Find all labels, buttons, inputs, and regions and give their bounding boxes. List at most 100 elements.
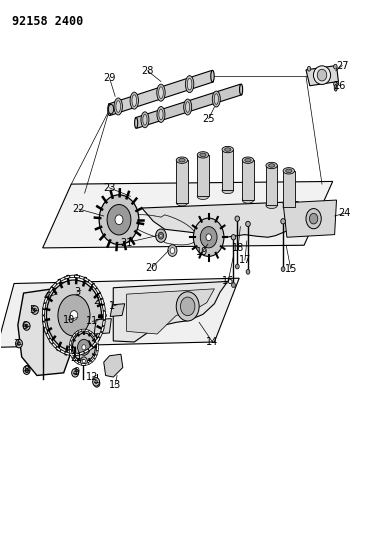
Ellipse shape [236,264,239,269]
Ellipse shape [170,248,175,254]
Ellipse shape [212,91,220,107]
Ellipse shape [193,218,224,256]
Text: 3: 3 [74,287,80,297]
Ellipse shape [176,157,188,164]
Polygon shape [108,70,213,115]
Ellipse shape [82,345,86,350]
Ellipse shape [74,371,77,375]
Ellipse shape [214,94,218,104]
Polygon shape [135,84,242,128]
Ellipse shape [185,76,194,93]
Ellipse shape [72,333,95,362]
Ellipse shape [95,380,97,384]
Polygon shape [197,155,209,196]
Polygon shape [142,201,298,237]
Polygon shape [94,319,111,334]
Ellipse shape [334,64,337,69]
Text: 25: 25 [203,114,215,124]
Polygon shape [176,160,188,203]
Polygon shape [18,288,83,375]
Text: 21: 21 [70,353,82,363]
Ellipse shape [309,213,318,224]
Ellipse shape [115,215,123,224]
Ellipse shape [224,148,231,151]
Ellipse shape [180,297,195,316]
Ellipse shape [313,66,331,84]
Ellipse shape [283,204,295,210]
Text: 8: 8 [24,365,30,375]
Text: 14: 14 [206,337,219,347]
Ellipse shape [141,112,149,128]
Ellipse shape [160,234,162,237]
Ellipse shape [107,205,131,235]
Ellipse shape [317,69,327,81]
Ellipse shape [281,266,285,271]
Text: 9: 9 [73,367,79,377]
Text: 92158 2400: 92158 2400 [12,14,83,28]
Ellipse shape [82,359,85,363]
Ellipse shape [134,118,138,128]
Ellipse shape [211,70,214,82]
Polygon shape [222,150,234,190]
Ellipse shape [179,158,185,162]
Text: 15: 15 [285,264,297,273]
Ellipse shape [130,92,139,109]
Ellipse shape [108,104,111,116]
Text: 2: 2 [94,296,100,306]
Ellipse shape [184,99,192,115]
Ellipse shape [23,366,30,374]
Ellipse shape [157,84,165,101]
Ellipse shape [306,208,321,229]
Text: 29: 29 [103,73,116,83]
Polygon shape [0,278,239,348]
Ellipse shape [281,219,285,224]
Polygon shape [283,171,295,207]
Ellipse shape [116,101,121,112]
Ellipse shape [143,115,147,125]
Polygon shape [266,165,277,205]
Polygon shape [104,354,123,377]
Ellipse shape [23,322,30,330]
Ellipse shape [242,157,254,164]
Ellipse shape [187,78,192,90]
Ellipse shape [232,282,236,287]
Ellipse shape [18,342,20,345]
Ellipse shape [158,232,164,239]
Ellipse shape [32,306,38,314]
Polygon shape [242,160,254,200]
Ellipse shape [186,102,190,112]
Ellipse shape [132,95,137,107]
Text: 23: 23 [103,183,116,193]
Text: 6: 6 [21,321,28,331]
Ellipse shape [16,340,23,348]
Text: 26: 26 [333,81,346,91]
Polygon shape [283,200,337,237]
Ellipse shape [334,85,337,91]
Ellipse shape [222,147,234,153]
Text: 11: 11 [86,316,98,326]
Text: 27: 27 [336,61,349,70]
Ellipse shape [114,98,123,115]
Text: 19: 19 [196,247,208,256]
Ellipse shape [266,163,277,168]
Polygon shape [110,304,125,317]
Polygon shape [306,66,339,86]
Ellipse shape [93,377,100,386]
Ellipse shape [245,158,251,162]
Ellipse shape [200,153,206,157]
Ellipse shape [108,104,114,114]
Ellipse shape [246,221,250,227]
Text: 7: 7 [14,338,20,349]
Ellipse shape [307,66,311,71]
Text: 24: 24 [338,208,350,219]
Ellipse shape [80,357,87,366]
Ellipse shape [159,87,163,99]
Text: 18: 18 [232,243,244,253]
Ellipse shape [157,107,165,123]
Text: 16: 16 [222,277,234,286]
Text: 5: 5 [29,305,35,315]
Text: 13: 13 [109,379,121,390]
Text: 17: 17 [239,255,251,265]
Ellipse shape [222,187,234,193]
Ellipse shape [176,292,199,321]
